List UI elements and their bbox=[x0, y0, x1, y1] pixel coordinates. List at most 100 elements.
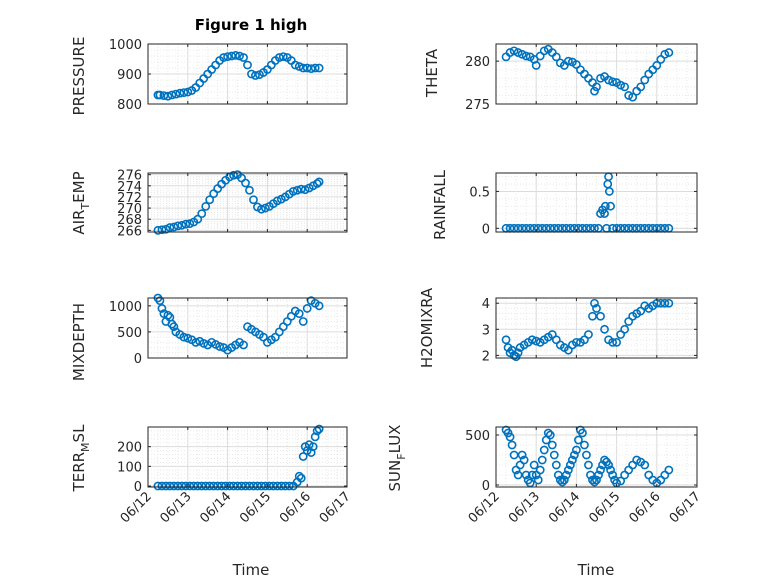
x-tick-label: 06/14 bbox=[197, 489, 234, 526]
y-label-part: SL bbox=[70, 424, 88, 443]
data-point bbox=[257, 204, 266, 214]
data-point bbox=[310, 63, 320, 73]
data-point bbox=[169, 222, 179, 232]
data-point bbox=[543, 428, 553, 438]
y-tick-label: 500 bbox=[465, 429, 490, 444]
data-point bbox=[235, 51, 244, 61]
data-point bbox=[569, 450, 579, 460]
data-point bbox=[664, 48, 674, 57]
data-point bbox=[652, 61, 662, 70]
data-point bbox=[592, 475, 601, 485]
panel-h2omixra: H2OMIXRA 2 3 4 bbox=[418, 287, 698, 368]
data-point bbox=[539, 46, 549, 56]
x-axis-label: Time bbox=[232, 561, 270, 579]
data-point bbox=[594, 470, 603, 480]
x-axis-label: Time bbox=[577, 561, 615, 579]
data-point bbox=[175, 88, 185, 98]
data-point bbox=[231, 51, 240, 60]
y-tick-label: 268 bbox=[117, 213, 142, 228]
data-point bbox=[572, 445, 581, 455]
axes-box bbox=[147, 172, 348, 233]
data-point bbox=[517, 450, 527, 460]
data-point bbox=[596, 73, 605, 83]
data-point bbox=[559, 475, 569, 485]
data-point bbox=[557, 477, 567, 487]
data-point bbox=[521, 470, 531, 480]
data-point bbox=[521, 51, 531, 61]
y-tick-label: 270 bbox=[117, 202, 142, 217]
data-point bbox=[193, 214, 203, 224]
data-point bbox=[578, 428, 587, 438]
data-point bbox=[155, 90, 165, 100]
y-axis-label: TERRMSL bbox=[70, 424, 92, 493]
data-point bbox=[551, 460, 561, 470]
y-tick-label: 3 bbox=[482, 323, 490, 338]
data-point bbox=[223, 52, 232, 61]
data-point bbox=[551, 52, 561, 62]
data-point bbox=[302, 304, 312, 313]
data-point bbox=[606, 201, 615, 211]
data-point bbox=[660, 49, 670, 59]
data-point bbox=[604, 460, 613, 470]
axes-box bbox=[495, 43, 698, 105]
panel-pressure: Figure 1 high PRESSURE 800 900 1000 bbox=[70, 16, 348, 115]
data-point bbox=[294, 471, 304, 481]
data-point bbox=[183, 333, 193, 343]
data-point bbox=[501, 335, 511, 345]
data-point bbox=[509, 46, 519, 56]
panel-mixdepth: MIXDEPTH 0 500 1000 bbox=[70, 293, 348, 381]
data-point bbox=[612, 337, 621, 347]
data-point bbox=[288, 186, 298, 196]
data-point bbox=[628, 92, 638, 102]
data-point bbox=[298, 317, 308, 326]
y-tick-label: 900 bbox=[117, 68, 142, 83]
data-point bbox=[636, 82, 646, 92]
data-point bbox=[241, 178, 250, 188]
y-tick-label: 275 bbox=[465, 98, 490, 113]
y-axis-label: MIXDEPTH bbox=[70, 303, 88, 381]
data-point bbox=[537, 455, 547, 465]
data-point bbox=[580, 440, 589, 450]
data-point bbox=[239, 340, 248, 350]
data-point bbox=[590, 477, 599, 487]
data-point bbox=[582, 450, 591, 460]
data-point bbox=[298, 452, 308, 461]
y-axis-label: H2OMIXRA bbox=[418, 287, 436, 368]
axes-box bbox=[147, 426, 348, 488]
data-point bbox=[300, 185, 310, 195]
data-point bbox=[179, 88, 189, 97]
data-point bbox=[620, 82, 630, 92]
x-tick-label: 06/12 bbox=[466, 489, 503, 526]
data-point bbox=[608, 337, 617, 347]
data-point bbox=[505, 48, 515, 57]
data-point bbox=[620, 324, 630, 334]
x-tick-label: 06/17 bbox=[667, 489, 704, 526]
data-point bbox=[640, 460, 650, 470]
data-point bbox=[616, 80, 626, 90]
data-point bbox=[656, 298, 666, 308]
data-point bbox=[249, 195, 258, 205]
data-point bbox=[314, 177, 324, 187]
y-label-part: TERR bbox=[70, 452, 88, 493]
data-point bbox=[624, 91, 634, 100]
y-tick-label: 0 bbox=[482, 479, 490, 494]
data-point bbox=[509, 450, 519, 460]
data-point bbox=[157, 225, 167, 235]
data-point bbox=[584, 460, 593, 470]
y-tick-label: 272 bbox=[117, 191, 142, 206]
y-tick-label: 280 bbox=[465, 55, 490, 70]
data-point bbox=[219, 53, 229, 62]
data-point bbox=[531, 61, 541, 70]
data-point bbox=[177, 220, 187, 230]
data-point bbox=[179, 332, 189, 342]
data-point bbox=[173, 221, 183, 231]
data-point bbox=[314, 301, 324, 311]
data-point bbox=[600, 201, 610, 211]
x-tick-label: 06/15 bbox=[586, 489, 623, 526]
x-tick-label: 06/16 bbox=[277, 489, 314, 526]
data-point bbox=[296, 473, 306, 483]
y-axis-label: AIRTEMP bbox=[70, 171, 92, 234]
data-point bbox=[584, 330, 593, 339]
